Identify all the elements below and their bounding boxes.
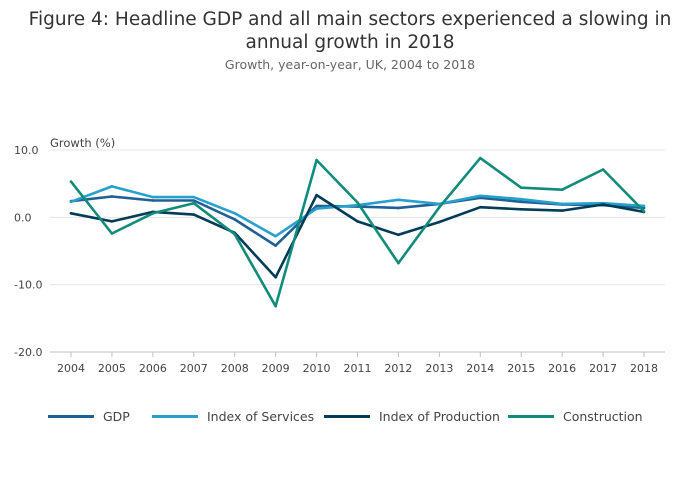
x-tick-label: 2010 — [303, 362, 331, 375]
data-point — [519, 200, 523, 204]
data-point — [151, 195, 155, 199]
legend-item[interactable]: Index of Production — [324, 409, 500, 424]
data-point — [233, 218, 237, 221]
x-tick-label: 2017 — [589, 362, 617, 375]
data-point — [233, 211, 237, 215]
data-point — [315, 207, 318, 210]
data-point — [397, 233, 400, 237]
legend-label: Index of Services — [207, 409, 315, 424]
data-point — [110, 185, 114, 188]
data-point — [601, 168, 605, 171]
data-point — [110, 232, 114, 235]
data-point — [642, 204, 646, 208]
x-tick-label: 2007 — [180, 362, 208, 375]
x-tick-label: 2009 — [262, 362, 290, 375]
data-point — [519, 186, 523, 190]
legend-swatch — [324, 415, 370, 418]
y-tick-label: -20.0 — [14, 346, 42, 359]
y-tick-label: 0.0 — [14, 211, 32, 224]
x-tick-label: 2015 — [507, 362, 535, 375]
legend: GDP Index of Services Index of Production C… — [0, 409, 700, 425]
data-point — [151, 199, 155, 202]
x-tick-label: 2008 — [221, 362, 249, 375]
data-point — [478, 205, 482, 209]
x-tick-label: 2011 — [344, 362, 372, 375]
x-tick-label: 2004 — [57, 362, 85, 375]
data-point — [478, 194, 482, 198]
legend-swatch — [508, 415, 554, 418]
legend-label: Construction — [563, 409, 643, 424]
data-point — [315, 193, 318, 197]
data-point — [560, 209, 564, 212]
chart-title: Figure 4: Headline GDP and all main sect… — [28, 9, 672, 53]
data-point — [69, 180, 73, 183]
legend-item[interactable]: Index of Services — [152, 409, 314, 424]
data-point — [642, 206, 646, 210]
x-tick-label: 2018 — [630, 362, 658, 375]
legend-label: Index of Production — [379, 409, 500, 424]
x-tick-label: 2006 — [139, 362, 167, 375]
data-point — [397, 198, 400, 202]
data-point — [315, 158, 318, 162]
data-point — [438, 220, 441, 224]
data-point — [478, 156, 482, 160]
data-point — [192, 201, 196, 205]
data-point — [192, 195, 196, 199]
data-point — [315, 204, 318, 208]
data-point — [110, 195, 114, 198]
chart-subtitle: Growth, year-on-year, UK, 2004 to 2018 — [224, 57, 476, 72]
y-axis-label: Growth (%) — [50, 136, 116, 150]
series-line-construction — [69, 156, 646, 308]
data-point — [560, 202, 564, 206]
data-point — [356, 201, 359, 204]
data-point — [601, 203, 605, 206]
data-point — [69, 200, 73, 204]
data-point — [274, 304, 277, 308]
data-point — [519, 197, 523, 201]
data-point — [192, 199, 196, 202]
data-point — [69, 211, 73, 215]
data-point — [560, 188, 564, 192]
x-tick-label: 2014 — [466, 362, 494, 375]
x-tick-label: 2016 — [548, 362, 576, 375]
y-tick-label: 10.0 — [14, 144, 39, 157]
x-tick-label: 2012 — [384, 362, 412, 375]
legend-swatch — [48, 415, 94, 418]
legend-item[interactable]: GDP — [48, 409, 130, 424]
data-point — [519, 207, 523, 211]
data-point — [397, 206, 400, 210]
data-point — [274, 244, 277, 247]
legend-swatch — [152, 415, 198, 418]
data-point — [274, 234, 277, 238]
data-point — [233, 232, 237, 236]
data-point — [397, 261, 400, 265]
y-tick-label: -10.0 — [14, 279, 42, 292]
data-point — [274, 275, 277, 279]
x-tick-label: 2005 — [98, 362, 126, 375]
data-point — [192, 213, 196, 216]
data-point — [110, 220, 114, 223]
data-point — [151, 211, 155, 215]
x-tick-label: 2013 — [425, 362, 453, 375]
data-point — [642, 209, 646, 213]
legend-label: GDP — [103, 409, 130, 424]
legend-item[interactable]: Construction — [508, 409, 643, 424]
data-point — [438, 205, 441, 209]
data-point — [356, 220, 359, 223]
